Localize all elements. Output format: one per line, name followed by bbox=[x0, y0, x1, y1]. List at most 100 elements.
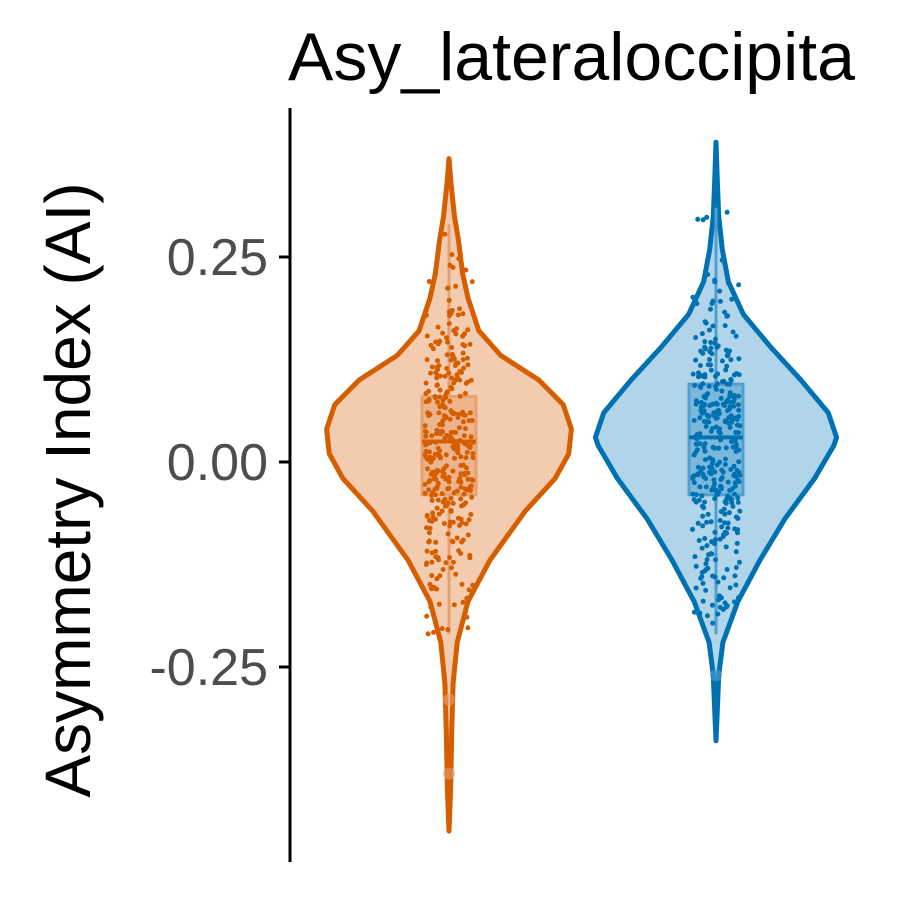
data-point bbox=[457, 377, 463, 383]
data-point bbox=[725, 520, 731, 526]
data-point bbox=[716, 445, 722, 451]
data-point bbox=[726, 510, 732, 516]
data-point bbox=[448, 384, 454, 390]
data-point bbox=[725, 313, 731, 319]
data-point bbox=[708, 306, 713, 312]
data-point bbox=[429, 497, 435, 503]
data-point bbox=[435, 445, 441, 451]
data-point bbox=[713, 487, 719, 493]
data-point bbox=[425, 466, 431, 472]
data-point bbox=[723, 367, 729, 373]
data-point bbox=[697, 484, 703, 490]
data-point bbox=[447, 555, 453, 560]
data-point bbox=[440, 397, 446, 403]
data-point bbox=[458, 496, 464, 502]
data-point bbox=[736, 413, 742, 419]
data-point bbox=[468, 377, 474, 383]
data-point bbox=[442, 373, 448, 379]
data-point bbox=[446, 370, 452, 376]
data-point bbox=[455, 415, 461, 420]
data-point bbox=[719, 358, 725, 364]
data-point bbox=[736, 459, 742, 465]
data-point bbox=[695, 441, 701, 447]
data-point bbox=[696, 538, 702, 543]
data-point bbox=[724, 209, 730, 215]
data-point bbox=[449, 410, 455, 416]
data-point bbox=[736, 393, 742, 399]
data-point bbox=[713, 386, 719, 392]
data-point bbox=[715, 491, 721, 497]
data-point bbox=[435, 358, 440, 364]
data-point bbox=[423, 399, 429, 405]
data-point bbox=[736, 430, 742, 436]
data-point bbox=[453, 429, 459, 435]
data-point bbox=[726, 280, 732, 286]
data-point bbox=[700, 217, 706, 223]
data-point bbox=[699, 408, 704, 414]
data-point bbox=[711, 477, 717, 483]
data-point bbox=[469, 494, 475, 500]
data-point bbox=[730, 329, 736, 335]
data-point bbox=[701, 372, 707, 378]
data-point bbox=[737, 559, 742, 565]
data-point bbox=[453, 377, 459, 383]
data-point bbox=[692, 554, 698, 560]
data-point bbox=[424, 357, 430, 363]
data-point bbox=[464, 614, 470, 620]
data-point bbox=[703, 424, 709, 429]
data-point bbox=[716, 593, 722, 599]
data-point bbox=[719, 467, 725, 473]
data-point bbox=[468, 512, 474, 517]
data-point bbox=[703, 484, 709, 490]
data-point bbox=[729, 416, 735, 422]
data-point bbox=[732, 480, 738, 486]
data-point bbox=[434, 554, 440, 560]
data-point bbox=[423, 562, 429, 567]
data-point bbox=[431, 469, 437, 475]
data-point bbox=[443, 415, 449, 421]
data-point bbox=[427, 477, 433, 483]
data-point bbox=[462, 426, 468, 431]
data-point bbox=[430, 510, 436, 516]
data-point bbox=[453, 331, 459, 337]
outlier-point bbox=[443, 693, 455, 706]
data-point bbox=[433, 431, 439, 437]
data-point bbox=[691, 480, 697, 486]
data-point bbox=[713, 557, 718, 563]
data-point bbox=[428, 459, 434, 465]
data-point bbox=[703, 320, 709, 326]
data-point bbox=[720, 607, 726, 612]
data-point bbox=[435, 399, 440, 405]
data-point bbox=[443, 560, 449, 566]
data-point bbox=[449, 375, 455, 381]
data-point bbox=[437, 387, 443, 393]
data-point bbox=[693, 401, 699, 407]
data-point bbox=[697, 431, 703, 437]
data-point bbox=[717, 288, 723, 294]
data-point bbox=[458, 471, 464, 477]
data-point bbox=[700, 580, 706, 586]
data-point bbox=[465, 532, 471, 538]
data-point bbox=[699, 493, 705, 499]
data-point bbox=[735, 495, 741, 501]
data-point bbox=[429, 518, 435, 524]
data-point bbox=[718, 509, 724, 515]
data-point bbox=[444, 463, 449, 469]
data-point bbox=[465, 625, 471, 631]
data-point bbox=[462, 283, 468, 289]
data-point bbox=[435, 497, 441, 503]
data-point bbox=[422, 481, 428, 487]
data-point bbox=[428, 293, 433, 299]
violin-group-1 bbox=[324, 156, 574, 834]
data-point bbox=[467, 552, 473, 558]
data-point bbox=[723, 456, 728, 462]
data-point bbox=[701, 474, 707, 480]
data-point bbox=[428, 370, 433, 376]
data-point bbox=[728, 376, 734, 382]
data-point bbox=[464, 595, 470, 601]
data-point bbox=[457, 306, 463, 312]
data-point bbox=[440, 567, 446, 572]
data-point bbox=[702, 499, 708, 505]
data-point bbox=[458, 479, 464, 485]
